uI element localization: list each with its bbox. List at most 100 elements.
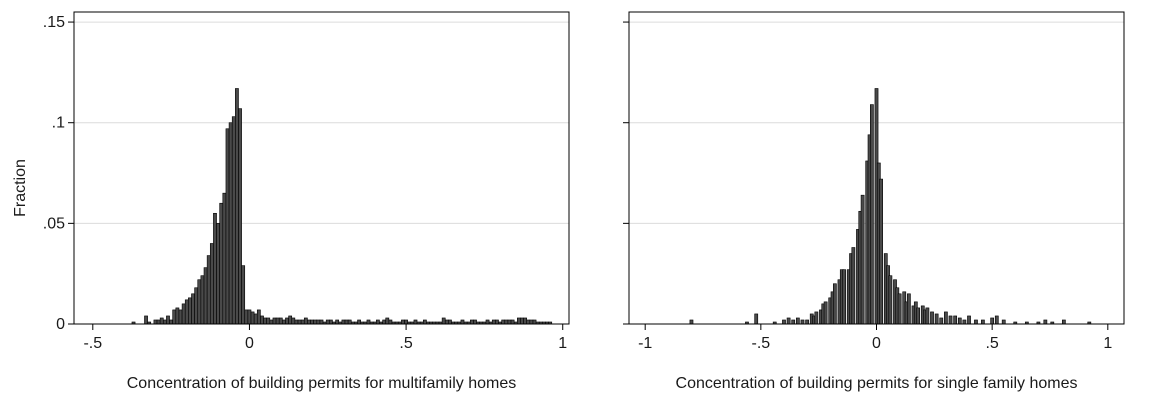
histogram-bar bbox=[957, 317, 962, 325]
histogram-bar bbox=[278, 317, 283, 325]
x-tick-label: 0 bbox=[872, 335, 881, 352]
histogram-bar bbox=[300, 319, 305, 325]
histogram-bar bbox=[470, 319, 474, 325]
histogram-bar bbox=[786, 317, 791, 325]
histogram-bar bbox=[260, 315, 264, 325]
x-tick-label: .5 bbox=[399, 335, 412, 352]
histogram-bar bbox=[366, 319, 371, 325]
histogram-bar bbox=[294, 319, 299, 325]
histogram-bar bbox=[382, 319, 387, 325]
histogram-bar bbox=[194, 287, 199, 325]
histogram-bar bbox=[495, 319, 499, 325]
histogram-bar bbox=[297, 319, 302, 325]
histogram-bar bbox=[460, 319, 465, 325]
histogram-bar bbox=[347, 319, 352, 325]
histogram-bar bbox=[197, 279, 202, 325]
histogram-bar bbox=[188, 297, 192, 325]
histogram-bar bbox=[344, 319, 349, 325]
histogram-bar bbox=[156, 319, 161, 325]
histogram-bar bbox=[153, 319, 158, 325]
histogram-bar bbox=[219, 202, 224, 325]
histogram-bar bbox=[791, 319, 796, 325]
histogram-bar bbox=[754, 313, 759, 325]
y-tick-label: .15 bbox=[43, 14, 65, 31]
histogram-bar bbox=[162, 319, 167, 325]
histogram-bar bbox=[341, 319, 346, 325]
x-tick-label: 1 bbox=[558, 335, 567, 352]
histogram-bar bbox=[178, 309, 183, 325]
histogram-bar bbox=[423, 319, 427, 325]
histogram-bar bbox=[213, 212, 217, 325]
histogram-bar bbox=[184, 299, 189, 325]
histogram-bar bbox=[507, 319, 512, 325]
histogram-bar bbox=[222, 192, 227, 325]
histogram-bar bbox=[266, 317, 271, 325]
y-tick-label: .05 bbox=[43, 215, 65, 232]
histogram-bar bbox=[897, 293, 902, 325]
histogram-bar bbox=[994, 315, 999, 325]
histogram-bar bbox=[166, 315, 170, 325]
histogram-bar bbox=[275, 317, 280, 325]
histogram-bar bbox=[175, 307, 180, 325]
histogram-bar bbox=[250, 311, 255, 325]
histogram-bar bbox=[191, 293, 195, 325]
histogram-bar bbox=[805, 319, 809, 325]
histogram-bar bbox=[316, 319, 321, 325]
histogram-bar bbox=[269, 319, 274, 325]
histogram-bar bbox=[944, 311, 948, 325]
histogram-bar bbox=[441, 317, 446, 325]
histogram-bar bbox=[520, 317, 524, 325]
plot-frame bbox=[73, 11, 570, 325]
histogram-bar bbox=[526, 319, 531, 325]
histogram-bar bbox=[491, 319, 496, 325]
histogram-bar bbox=[814, 311, 819, 325]
histogram-bar bbox=[967, 315, 971, 325]
histogram-bar bbox=[272, 317, 277, 325]
histogram-bar bbox=[303, 317, 308, 325]
histogram-bar bbox=[231, 116, 236, 325]
histogram-bar bbox=[1001, 319, 1006, 325]
histogram-bar bbox=[517, 317, 521, 325]
panel-multifamily: 0 .05 .1 .15 -.5 0 .5 1 Concentration of buildin… bbox=[12, 11, 570, 392]
histogram-bar bbox=[313, 319, 318, 325]
histogram-bar bbox=[238, 108, 242, 325]
histogram-bar bbox=[689, 319, 694, 325]
y-axis-label: Fraction bbox=[12, 159, 29, 217]
histogram-bar bbox=[404, 319, 408, 325]
histogram-bar bbox=[253, 313, 258, 325]
histogram-bar bbox=[291, 317, 296, 325]
x-tick-label: -.5 bbox=[83, 335, 102, 352]
histogram-bar bbox=[1061, 319, 1066, 325]
x-axis-label: Concentration of building permits for mu… bbox=[127, 375, 517, 392]
histogram-bar bbox=[510, 319, 515, 325]
histogram-bar bbox=[930, 311, 934, 325]
histogram-bar bbox=[916, 307, 920, 325]
histogram-bar bbox=[532, 319, 537, 325]
histogram-bar bbox=[907, 293, 911, 325]
histogram-bar bbox=[244, 309, 249, 325]
histogram-bar bbox=[357, 319, 361, 325]
histogram-bar bbox=[413, 319, 418, 325]
panel-single-family: -1 -.5 0 .5 1 Concentration of building permi… bbox=[623, 11, 1125, 392]
histogram-bar bbox=[325, 319, 330, 325]
histogram-bar bbox=[329, 319, 333, 325]
histogram-bar bbox=[473, 319, 477, 325]
x-tick-label: -.5 bbox=[752, 335, 771, 352]
histogram-bar bbox=[181, 303, 186, 325]
histogram-bar bbox=[216, 223, 220, 325]
histogram-bar bbox=[225, 128, 230, 325]
histogram-bar bbox=[335, 319, 340, 325]
histogram-bar bbox=[319, 319, 324, 325]
histogram-bar bbox=[159, 317, 164, 325]
histogram-bar bbox=[288, 315, 293, 325]
histogram-bar bbox=[376, 319, 380, 325]
histogram-bar bbox=[203, 267, 208, 325]
histogram-bar bbox=[529, 319, 534, 325]
histogram-bar bbox=[833, 283, 837, 325]
y-tick-label: .1 bbox=[52, 115, 65, 132]
histogram-bar bbox=[888, 275, 893, 325]
histogram-bar bbox=[870, 104, 874, 325]
histogram-bar bbox=[200, 275, 205, 325]
histogram-bar bbox=[228, 122, 233, 325]
